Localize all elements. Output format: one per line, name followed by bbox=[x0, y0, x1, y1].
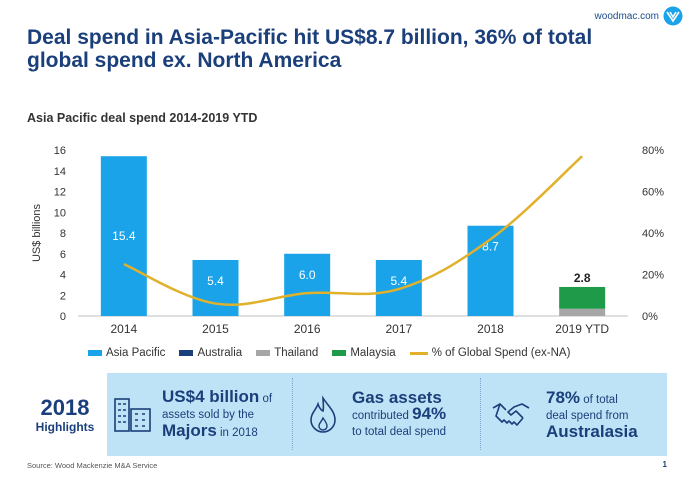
highlight-text: assets sold by the bbox=[162, 408, 255, 421]
bar-data-label: 2.8 bbox=[574, 271, 591, 285]
highlight-item-australasia: 78% of total deal spend from Australasia bbox=[490, 373, 638, 456]
highlight-text-australasia: 78% of total deal spend from Australasia bbox=[546, 387, 638, 441]
legend-label: % of Global Spend (ex-NA) bbox=[431, 347, 571, 359]
highlight-text: to total deal spend bbox=[352, 425, 446, 438]
highlights-year-block: 2018 Highlights bbox=[20, 395, 110, 435]
x-tick-label: 2019 YTD bbox=[555, 322, 609, 336]
deal-spend-chart: 0 2 4 6 8 10 12 14 16 0% 20% 40% 60% 80% US$ billions 1… bbox=[31, 145, 664, 336]
highlight-text: of total bbox=[583, 393, 618, 406]
y-tick-label: 4 bbox=[60, 270, 66, 282]
brand-site[interactable]: woodmac.com bbox=[594, 11, 659, 22]
highlights-band bbox=[107, 373, 667, 456]
y2-tick-label: 0% bbox=[642, 311, 658, 323]
highlight-text: in 2018 bbox=[220, 426, 258, 439]
chart-title: Asia Pacific deal spend 2014-2019 YTD bbox=[27, 111, 258, 125]
legend-swatch-global-spend bbox=[409, 351, 428, 355]
y-axis-label: US$ billions bbox=[31, 203, 43, 262]
highlight-text: deal spend from bbox=[546, 409, 629, 422]
y-tick-label: 0 bbox=[60, 311, 66, 323]
highlight-pct: 78% bbox=[546, 387, 581, 407]
highlights-year: 2018 bbox=[40, 395, 90, 420]
y-tick-label: 2 bbox=[60, 290, 66, 302]
y-tick-label: 12 bbox=[54, 187, 66, 199]
highlight-text-assets: US$4 billion of assets sold by the Major… bbox=[162, 386, 273, 441]
bar-malaysia bbox=[559, 286, 606, 309]
y-tick-label: 16 bbox=[54, 145, 66, 157]
buildings-icon bbox=[114, 397, 151, 432]
legend-label: Malaysia bbox=[350, 347, 396, 359]
line-global-spend bbox=[123, 155, 584, 306]
bar-asia-pacific bbox=[100, 156, 147, 316]
page-number: 1 bbox=[662, 460, 667, 469]
highlight-separator bbox=[292, 378, 293, 450]
y-tick-label: 10 bbox=[54, 207, 66, 219]
highlight-gas-pct: 94% bbox=[412, 403, 447, 423]
woodmac-logo-icon bbox=[663, 6, 683, 26]
legend-swatch-asia-pacific bbox=[88, 350, 102, 356]
flame-icon bbox=[310, 394, 336, 433]
y2-tick-label: 40% bbox=[642, 228, 664, 240]
legend-label: Australia bbox=[197, 347, 243, 359]
bar-data-label: 6.0 bbox=[299, 268, 316, 282]
highlight-text: contributed bbox=[352, 409, 409, 422]
x-tick-label: 2014 bbox=[110, 322, 137, 336]
legend-item: Malaysia bbox=[332, 347, 396, 359]
bar-data-label: 5.4 bbox=[207, 274, 224, 288]
y2-tick-label: 80% bbox=[642, 145, 664, 157]
handshake-icon bbox=[492, 402, 530, 426]
bar-thailand bbox=[559, 308, 606, 316]
source-note: Source: Wood Mackenzie M&A Service bbox=[27, 461, 158, 470]
legend-swatch-thailand bbox=[256, 350, 271, 356]
x-tick-label: 2017 bbox=[385, 322, 412, 336]
highlight-majors: Majors bbox=[162, 420, 217, 440]
chart-legend: Asia Pacific Australia Thailand Malaysia… bbox=[88, 347, 570, 359]
bar-data-label: 5.4 bbox=[390, 274, 407, 288]
highlight-item-assets: US$4 billion of assets sold by the Major… bbox=[112, 373, 272, 456]
y-tick-label: 6 bbox=[60, 249, 66, 261]
legend-label: Asia Pacific bbox=[106, 347, 166, 359]
legend-item: Australia bbox=[179, 347, 242, 359]
highlights-label: Highlights bbox=[35, 420, 95, 434]
x-tick-label: 2016 bbox=[294, 322, 321, 336]
page-headline: Deal spend in Asia-Pacific hit US$8.7 bi… bbox=[27, 26, 593, 72]
bar-asia-pacific bbox=[192, 259, 239, 316]
x-tick-label: 2018 bbox=[477, 322, 504, 336]
x-tick-label: 2015 bbox=[202, 322, 229, 336]
legend-swatch-malaysia bbox=[332, 350, 347, 356]
bar-data-label: 15.4 bbox=[112, 229, 136, 243]
y-tick-label: 14 bbox=[54, 166, 66, 178]
highlight-separator bbox=[480, 378, 481, 450]
y2-tick-label: 60% bbox=[642, 187, 664, 199]
highlight-amount: US$4 billion bbox=[162, 386, 260, 406]
highlight-text-gas: Gas assets contributed 94% to total deal… bbox=[352, 387, 447, 440]
highlight-gas-title: Gas assets bbox=[352, 387, 442, 407]
bar-asia-pacific bbox=[284, 253, 331, 316]
legend-label: Thailand bbox=[274, 347, 319, 359]
y2-tick-label: 20% bbox=[642, 270, 664, 282]
legend-swatch-australia bbox=[179, 350, 194, 356]
highlight-australasia: Australasia bbox=[546, 421, 638, 441]
highlight-item-gas: Gas assets contributed 94% to total deal… bbox=[302, 373, 446, 456]
legend-item: Asia Pacific bbox=[88, 347, 165, 359]
bar-asia-pacific bbox=[467, 225, 514, 316]
legend-item: Thailand bbox=[256, 347, 318, 359]
bar-data-label: 8.7 bbox=[482, 240, 499, 254]
highlight-text: of bbox=[262, 392, 273, 405]
y-tick-label: 8 bbox=[60, 228, 66, 240]
legend-item: % of Global Spend (ex-NA) bbox=[409, 347, 571, 359]
